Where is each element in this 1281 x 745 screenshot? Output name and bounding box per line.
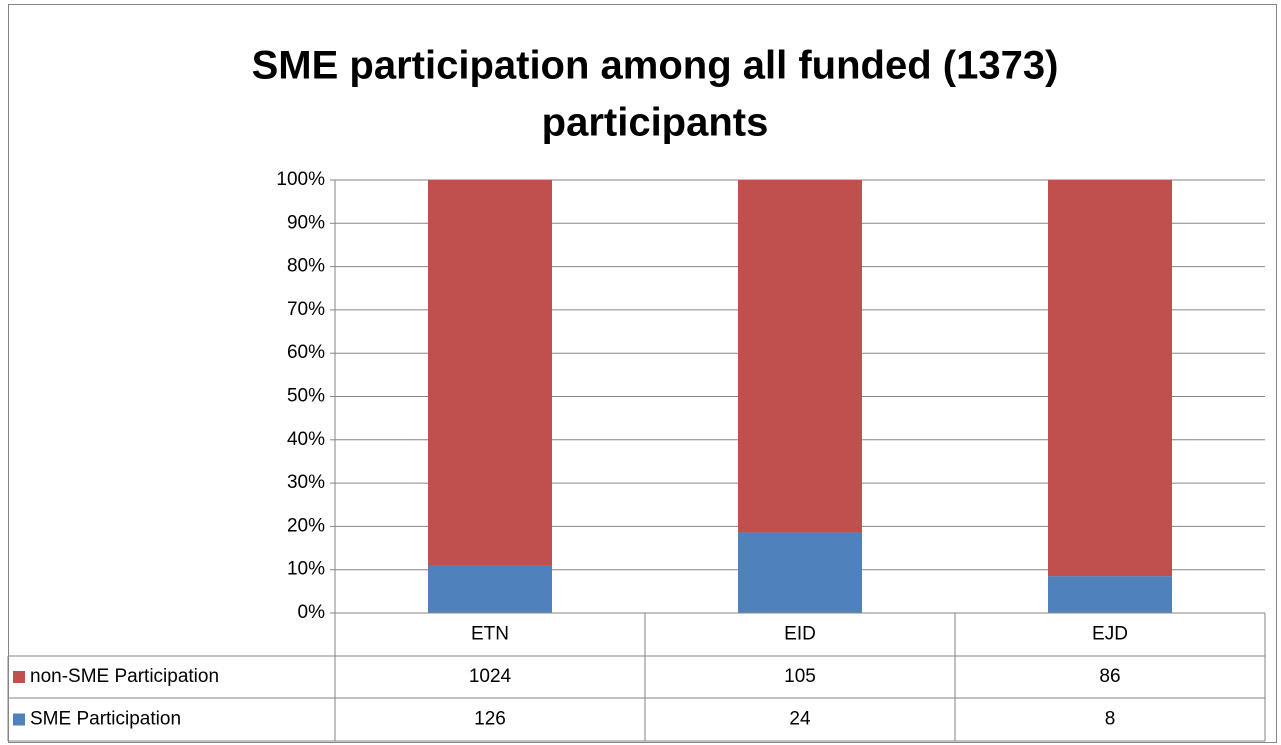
legend-label: SME Participation bbox=[30, 709, 181, 730]
y-tick-label: 40% bbox=[287, 429, 325, 450]
bar-segment bbox=[428, 565, 552, 613]
chart-title: SME participation among all funded (1373… bbox=[252, 44, 1059, 88]
bar-segment bbox=[1048, 576, 1172, 613]
y-tick-label: 100% bbox=[276, 169, 325, 190]
y-tick-label: 70% bbox=[287, 299, 325, 320]
bar-segment bbox=[738, 180, 862, 533]
x-tick-label: EJD bbox=[1092, 624, 1128, 645]
x-tick-label: ETN bbox=[471, 624, 509, 645]
y-tick-label: 10% bbox=[287, 559, 325, 580]
table-value: 105 bbox=[784, 666, 816, 687]
table-value: 86 bbox=[1099, 666, 1120, 687]
legend-swatch bbox=[13, 671, 25, 683]
table-value: 1024 bbox=[469, 666, 512, 687]
y-tick-label: 0% bbox=[298, 602, 326, 623]
table-value: 126 bbox=[474, 709, 506, 730]
table-value: 24 bbox=[789, 709, 811, 730]
y-tick-label: 90% bbox=[287, 212, 325, 233]
legend-swatch bbox=[13, 713, 25, 726]
y-tick-label: 50% bbox=[287, 386, 325, 407]
x-tick-label: EID bbox=[784, 624, 816, 645]
y-tick-label: 20% bbox=[287, 515, 325, 536]
y-tick-label: 60% bbox=[287, 342, 325, 363]
chart-subtitle: participants bbox=[542, 101, 769, 145]
y-tick-label: 30% bbox=[287, 472, 325, 493]
bar-segment bbox=[1048, 180, 1172, 577]
table-value: 8 bbox=[1105, 709, 1116, 730]
legend-label: non-SME Participation bbox=[30, 666, 219, 687]
bar-segment bbox=[738, 532, 862, 613]
y-tick-label: 80% bbox=[287, 256, 325, 277]
bar-segment bbox=[428, 180, 552, 566]
